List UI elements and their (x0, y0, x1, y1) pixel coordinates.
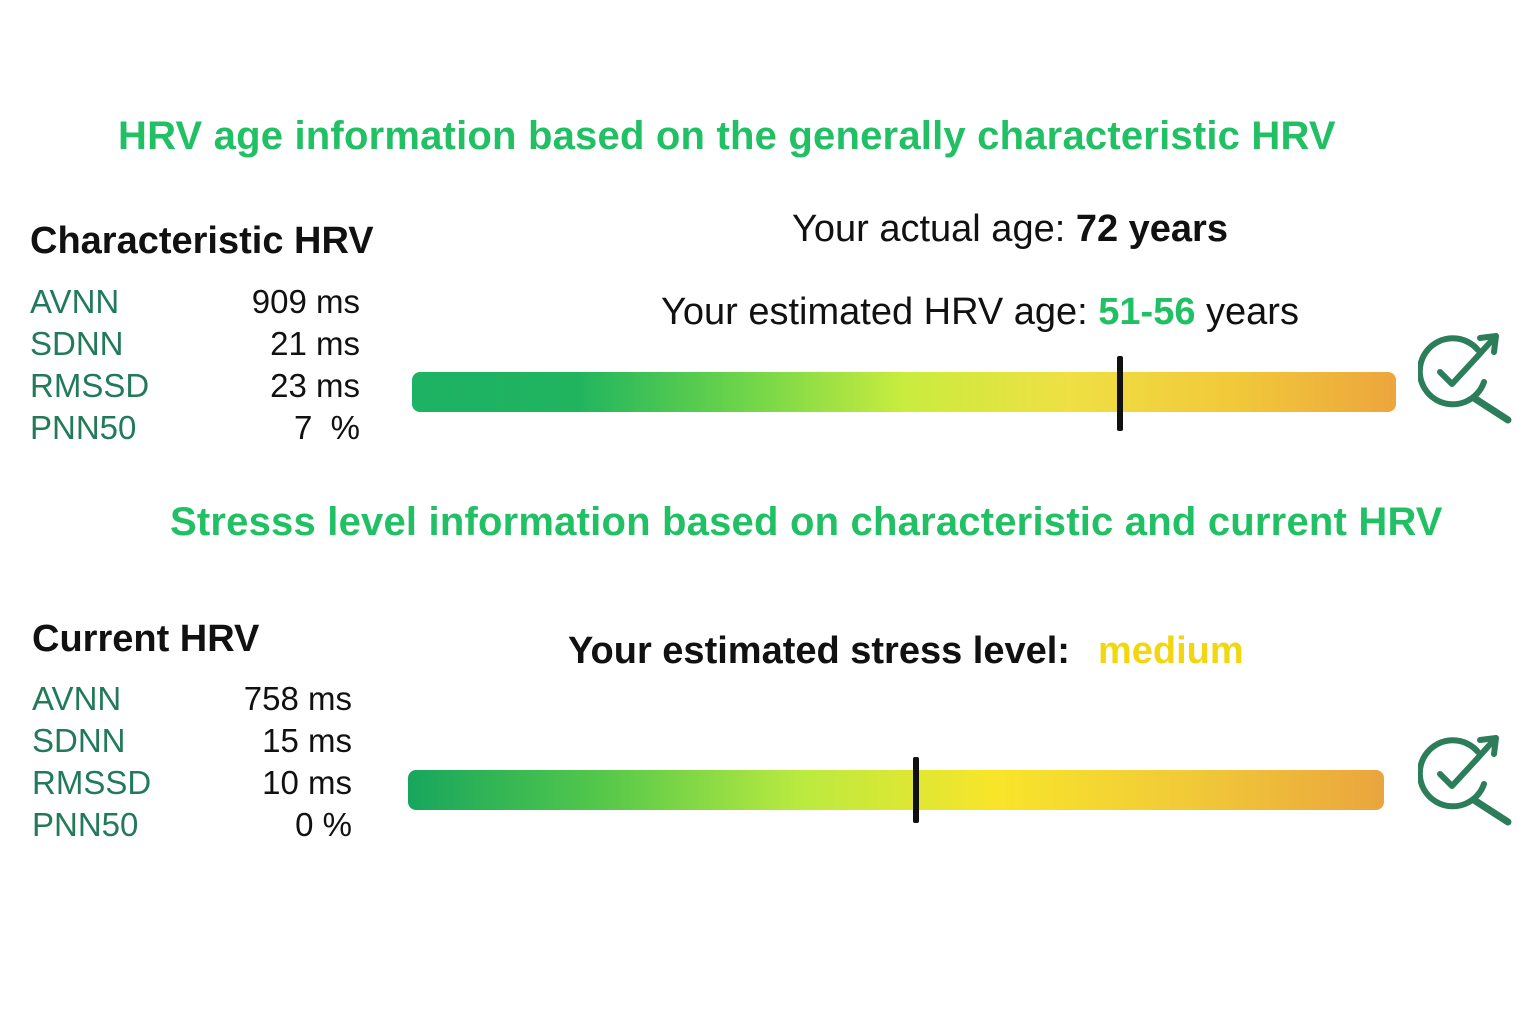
metric-row-sdnn: SDNN 15 ms (32, 722, 352, 764)
metric-value: 21 ms (270, 325, 360, 362)
stress-level-label: Your estimated stress level: (568, 630, 1070, 672)
stress-section-heading: Stresss level information based on chara… (170, 500, 1443, 544)
search-check-icon (1416, 330, 1514, 426)
metric-value: 10 ms (262, 764, 352, 801)
current-hrv-metrics: AVNN 758 ms SDNN 15 ms RMSSD 10 ms PNN50… (32, 680, 352, 850)
metric-value: 7 % (293, 409, 360, 446)
metric-row-sdnn: SDNN 21 ms (30, 325, 360, 367)
metric-label: SDNN (32, 722, 126, 759)
actual-age-label: Your actual age: (792, 208, 1076, 250)
metric-row-rmssd: RMSSD 23 ms (30, 367, 360, 409)
metric-label: AVNN (30, 283, 120, 320)
actual-age-value: 72 years (1075, 208, 1228, 250)
metric-label: PNN50 (30, 409, 137, 446)
search-check-icon (1416, 732, 1514, 828)
metric-value: 0 % (295, 806, 352, 843)
hrv-age-gauge-marker (1117, 356, 1124, 431)
estimated-age-label: Your estimated HRV age: (661, 291, 1099, 333)
metric-row-rmssd: RMSSD 10 ms (32, 764, 352, 806)
metric-label: SDNN (30, 325, 124, 362)
search-check-icon (1416, 735, 1512, 826)
metric-value: 909 ms (251, 283, 360, 320)
stress-level-line: Your estimated stress level: medium (568, 630, 1244, 673)
metric-row-avnn: AVNN 909 ms (30, 283, 360, 325)
metric-label: RMSSD (30, 367, 150, 404)
stress-gauge-marker (912, 757, 919, 823)
characteristic-hrv-metrics: AVNN 909 ms SDNN 21 ms RMSSD 23 ms PNN50… (30, 283, 360, 453)
age-section-heading: HRV age information based on the general… (118, 114, 1336, 158)
actual-age-line: Your actual age: 72 years (560, 208, 1460, 251)
estimated-age-value: 51-56 (1098, 291, 1196, 333)
metric-value: 23 ms (270, 367, 360, 404)
metric-value: 15 ms (262, 722, 352, 759)
metric-label: PNN50 (32, 806, 139, 843)
metric-value: 758 ms (243, 680, 352, 717)
metric-label: AVNN (32, 680, 122, 717)
characteristic-hrv-title: Characteristic HRV (30, 220, 374, 262)
stress-level-value: medium (1097, 630, 1244, 672)
metric-label: RMSSD (32, 764, 152, 801)
current-hrv-title: Current HRV (32, 618, 260, 660)
hrv-age-gauge-bar (412, 372, 1396, 412)
metric-row-pnn50: PNN50 7 % (30, 409, 360, 451)
stress-gauge-bar (408, 770, 1384, 810)
search-check-icon (1416, 333, 1512, 424)
metric-row-pnn50: PNN50 0 % (32, 806, 352, 848)
estimated-age-line: Your estimated HRV age: 51-56 years (530, 291, 1430, 334)
metric-row-avnn: AVNN 758 ms (32, 680, 352, 722)
estimated-age-unit: years (1195, 291, 1299, 333)
